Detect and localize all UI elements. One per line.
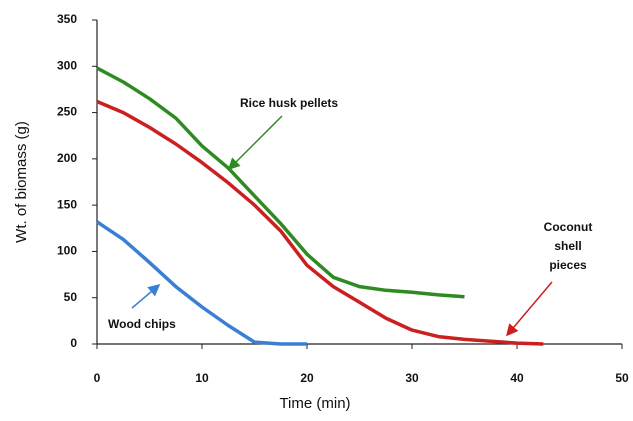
y-axis-title: Wt. of biomass (g) <box>13 121 30 243</box>
y-tick-label: 150 <box>57 197 77 211</box>
series-line <box>96 220 307 346</box>
y-tick-label: 50 <box>64 290 78 304</box>
annotation-arrow <box>506 281 553 337</box>
y-tick-label: 0 <box>70 336 77 350</box>
series-line <box>96 66 465 299</box>
y-tick-label: 200 <box>57 151 77 165</box>
annotation: Wood chips <box>108 317 176 331</box>
x-tick-label: 10 <box>195 371 209 385</box>
y-tick-label: 300 <box>57 58 77 72</box>
x-tick-label: 0 <box>94 371 101 385</box>
x-tick-label: 40 <box>510 371 524 385</box>
y-tick-label: 100 <box>57 244 77 258</box>
annotation: pieces <box>549 258 587 272</box>
annotation-arrow <box>131 284 161 309</box>
annotation: shell <box>554 239 581 253</box>
x-tick-label: 30 <box>405 371 419 385</box>
x-tick-label: 50 <box>615 371 629 385</box>
annotation: Rice husk pellets <box>240 96 338 110</box>
series-line <box>96 99 544 346</box>
y-tick-label: 350 <box>57 12 77 26</box>
x-axis-title: Time (min) <box>279 395 350 412</box>
x-tick-label: 20 <box>300 371 314 385</box>
y-tick-label: 250 <box>57 105 77 119</box>
annotation-arrow <box>227 115 283 171</box>
annotation: Coconut <box>544 220 593 234</box>
